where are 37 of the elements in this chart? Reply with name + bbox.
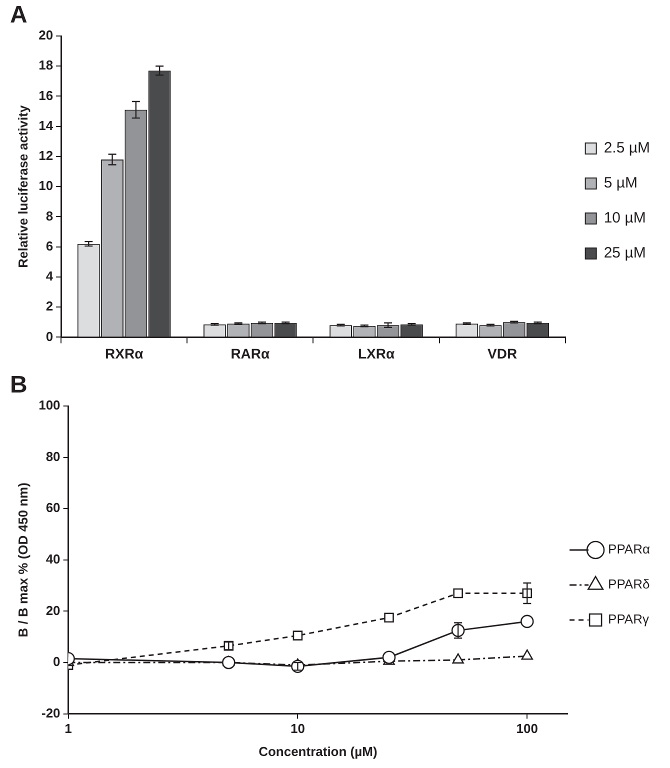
- y-tick-label: 16: [38, 88, 54, 103]
- y-tick-label: 100: [38, 398, 60, 413]
- y-tick-label: 8: [46, 208, 54, 224]
- y-tick-label: 20: [46, 602, 60, 618]
- legend-label: 25 µM: [604, 244, 646, 262]
- x-axis-title: Concentration (µM): [258, 744, 378, 759]
- x-tick-label: 100: [516, 721, 538, 736]
- legend-label: PPARγ: [608, 612, 650, 627]
- y-tick-label: 2: [46, 298, 54, 314]
- y-axis-title: Relative luciferase activity: [15, 104, 30, 268]
- y-tick-label: 4: [46, 268, 54, 284]
- y-tick-label: 40: [46, 551, 60, 566]
- y-tick-label: 0: [53, 654, 60, 670]
- y-tick-label: 60: [46, 500, 60, 516]
- y-tick-label: 14: [38, 118, 54, 133]
- x-tick-label: RARα: [230, 345, 270, 362]
- x-tick-label: 1: [64, 721, 72, 736]
- x-tick-label: RXRα: [105, 345, 144, 362]
- legend-label: 10 µM: [604, 210, 646, 227]
- legend-label: PPARα: [608, 542, 650, 557]
- y-tick-label: 6: [46, 238, 54, 254]
- x-tick-label: 10: [290, 721, 305, 736]
- x-tick-label: VDR: [488, 345, 518, 362]
- y-tick-label: 18: [38, 58, 54, 73]
- chart-title: B: [10, 372, 28, 399]
- chart-title: A: [10, 2, 28, 29]
- y-tick-label: 20: [38, 28, 54, 43]
- legend-label: 5 µM: [604, 174, 638, 192]
- y-axis-title: B / B max % (OD 450 nm): [15, 482, 30, 638]
- y-tick-label: 12: [38, 148, 54, 164]
- x-tick-label: LXRα: [358, 345, 395, 362]
- y-tick-label: 10: [38, 178, 54, 194]
- y-tick-label: 80: [46, 448, 60, 464]
- legend-label: PPARδ: [608, 576, 650, 592]
- y-tick-label: 0: [46, 328, 54, 344]
- y-tick-label: -20: [41, 705, 60, 720]
- legend-label: 2.5 µM: [604, 140, 650, 157]
